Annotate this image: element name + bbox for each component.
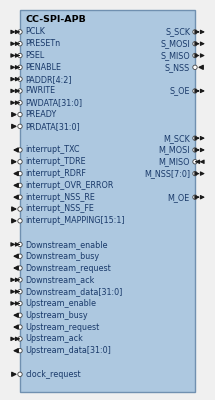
Text: Upstream_busy: Upstream_busy [25, 311, 88, 320]
Circle shape [193, 160, 197, 164]
Circle shape [18, 160, 22, 164]
Text: M_OE: M_OE [168, 193, 190, 202]
Text: PRESETn: PRESETn [25, 39, 60, 48]
Text: PRDATA[31:0]: PRDATA[31:0] [25, 122, 80, 131]
Text: Upstream_enable: Upstream_enable [25, 299, 96, 308]
Text: PCLK: PCLK [25, 28, 45, 36]
Text: M_MOSI: M_MOSI [158, 146, 190, 154]
Text: Downstream_request: Downstream_request [25, 264, 111, 272]
Circle shape [18, 290, 22, 294]
Text: S_SCK: S_SCK [165, 28, 190, 36]
Circle shape [18, 219, 22, 223]
Circle shape [18, 65, 22, 70]
Text: CC-SPI-APB: CC-SPI-APB [25, 15, 86, 24]
Text: Upstream_request: Upstream_request [25, 322, 99, 332]
Text: interrupt_NSS_RE: interrupt_NSS_RE [25, 193, 95, 202]
Circle shape [18, 301, 22, 306]
Circle shape [193, 89, 197, 93]
Circle shape [18, 183, 22, 188]
Circle shape [18, 325, 22, 329]
Circle shape [18, 124, 22, 128]
Circle shape [193, 148, 197, 152]
Text: Downstream_data[31:0]: Downstream_data[31:0] [25, 287, 122, 296]
Text: S_NSS: S_NSS [165, 63, 190, 72]
Text: S_MISO: S_MISO [160, 51, 190, 60]
Circle shape [18, 207, 22, 211]
Text: interrupt_TDRE: interrupt_TDRE [25, 157, 86, 166]
Circle shape [18, 30, 22, 34]
Bar [20, 10, 195, 392]
Text: interrupt_NSS_FE: interrupt_NSS_FE [25, 204, 94, 214]
Text: interrupt_RDRF: interrupt_RDRF [25, 169, 86, 178]
Text: S_MOSI: S_MOSI [160, 39, 190, 48]
Text: PENABLE: PENABLE [25, 63, 61, 72]
Circle shape [193, 136, 197, 140]
Text: PSEL: PSEL [25, 51, 44, 60]
Circle shape [18, 148, 22, 152]
Circle shape [18, 266, 22, 270]
Circle shape [18, 195, 22, 199]
Text: PADDR[4:2]: PADDR[4:2] [25, 75, 72, 84]
Circle shape [18, 242, 22, 247]
Circle shape [193, 30, 197, 34]
Text: clock_request: clock_request [25, 370, 81, 379]
Circle shape [18, 53, 22, 58]
Text: M_SCK: M_SCK [163, 134, 190, 143]
Circle shape [18, 337, 22, 341]
Circle shape [18, 278, 22, 282]
Circle shape [18, 100, 22, 105]
Text: PWRITE: PWRITE [25, 86, 55, 96]
Circle shape [18, 171, 22, 176]
Text: interrupt_MAPPING[15:1]: interrupt_MAPPING[15:1] [25, 216, 125, 225]
Circle shape [193, 42, 197, 46]
Circle shape [18, 112, 22, 117]
Text: PREADY: PREADY [25, 110, 56, 119]
Text: interrupt_OVR_ERROR: interrupt_OVR_ERROR [25, 181, 113, 190]
Circle shape [193, 65, 197, 70]
Circle shape [193, 195, 197, 199]
Text: M_MISO: M_MISO [158, 157, 190, 166]
Text: Downstream_busy: Downstream_busy [25, 252, 99, 261]
Text: Upstream_data[31:0]: Upstream_data[31:0] [25, 346, 111, 355]
Circle shape [193, 53, 197, 58]
Circle shape [193, 171, 197, 176]
Circle shape [18, 348, 22, 353]
Text: Downstream_enable: Downstream_enable [25, 240, 108, 249]
Circle shape [18, 372, 22, 376]
Text: S_OE: S_OE [169, 86, 190, 96]
Text: Downstream_ack: Downstream_ack [25, 275, 94, 284]
Circle shape [18, 77, 22, 81]
Circle shape [18, 254, 22, 258]
Text: interrupt_TXC: interrupt_TXC [25, 146, 80, 154]
Text: M_NSS[7:0]: M_NSS[7:0] [144, 169, 190, 178]
Circle shape [18, 89, 22, 93]
Circle shape [18, 42, 22, 46]
Text: Upstream_ack: Upstream_ack [25, 334, 83, 343]
Text: PWDATA[31:0]: PWDATA[31:0] [25, 98, 82, 107]
Circle shape [18, 313, 22, 318]
